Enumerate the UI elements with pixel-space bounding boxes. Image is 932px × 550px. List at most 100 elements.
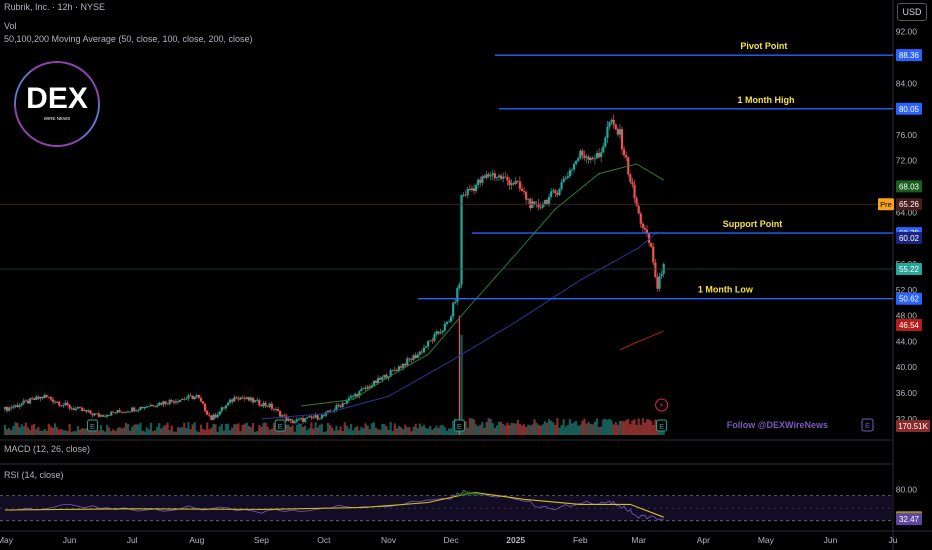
candle-body	[581, 150, 584, 156]
volume-bar	[618, 420, 622, 435]
candle-body	[474, 184, 478, 192]
price-tick-label: 52.00	[896, 285, 918, 295]
candle-body	[583, 155, 586, 158]
pre-badge	[878, 198, 894, 211]
dividend-lightning-icon[interactable]	[655, 398, 669, 412]
candle-body	[577, 158, 580, 161]
earnings-icon[interactable]	[274, 419, 286, 432]
volume-bar	[360, 426, 363, 435]
candle-body	[245, 397, 248, 399]
candle-body	[397, 366, 401, 371]
volume-bar	[404, 424, 407, 435]
volume-bar	[464, 421, 467, 435]
volume-bar	[312, 428, 315, 435]
volume-bar	[220, 423, 223, 435]
candle-body	[72, 408, 75, 411]
candle-body	[60, 405, 63, 407]
volume-bar	[527, 424, 530, 435]
candle-body	[210, 415, 213, 421]
candle-body	[116, 410, 119, 413]
volume-bar	[372, 422, 376, 435]
volume-bar	[525, 426, 528, 435]
volume-bar	[495, 425, 499, 435]
volume-bar	[564, 426, 567, 435]
candle-body	[489, 175, 492, 177]
price-tick-label: 92.00	[896, 27, 918, 37]
candle-body	[493, 173, 496, 179]
candle-body	[364, 388, 367, 389]
candle-body	[479, 179, 482, 183]
candle-body	[256, 399, 259, 401]
candle-body	[195, 394, 198, 397]
candle-body	[283, 415, 286, 417]
candle-body	[468, 188, 471, 191]
candle-body	[139, 406, 142, 411]
price-tag	[896, 263, 922, 276]
candle-body	[22, 400, 25, 404]
volume-bar	[139, 422, 142, 435]
volume-bar	[222, 430, 225, 435]
candle-body	[556, 193, 559, 195]
candle-body	[383, 374, 386, 378]
volume-bar	[260, 426, 263, 435]
candle-body	[204, 403, 207, 412]
candle-body	[224, 405, 228, 409]
earnings-icon[interactable]	[453, 419, 465, 432]
volume-bar	[256, 431, 259, 435]
price-tag	[896, 232, 922, 245]
candle-body	[285, 415, 288, 421]
rsi-tick-label: 80.00	[896, 484, 918, 494]
candle-body	[108, 415, 111, 416]
time-tick-label: Oct	[317, 535, 331, 545]
candle-body	[301, 418, 305, 422]
candle-body	[239, 397, 242, 400]
candle-body	[176, 401, 180, 403]
candle-body	[178, 399, 182, 402]
volume-bar	[581, 420, 584, 435]
volume-bar	[449, 428, 453, 435]
candle-body	[281, 415, 284, 417]
volume-bar	[241, 424, 244, 435]
candle-body	[466, 188, 469, 196]
price-tag-label: 46.54	[899, 321, 920, 330]
time-tick-label: May	[0, 535, 14, 545]
volume-bar	[10, 429, 13, 435]
currency-button[interactable]: USD	[897, 3, 927, 21]
candle-body	[572, 163, 576, 170]
volume-bar	[399, 427, 403, 435]
candle-body	[16, 405, 19, 407]
candle-body	[660, 273, 663, 277]
candle-body	[529, 198, 532, 209]
volume-bar	[477, 426, 480, 435]
volume-bar	[408, 427, 411, 435]
volume-bar	[206, 422, 209, 435]
candle-body	[560, 182, 563, 190]
volume-bar	[264, 422, 267, 435]
candle-body	[366, 386, 369, 389]
candle-body	[193, 396, 196, 400]
candle-body	[502, 176, 505, 179]
volume-bar	[49, 426, 52, 435]
volume-bar	[406, 427, 409, 435]
earnings-icon[interactable]	[656, 419, 668, 432]
symbol-title: Rubrik, Inc. · 12h · NYSE	[4, 2, 106, 12]
candle-body	[429, 340, 432, 342]
candle-body	[420, 351, 424, 353]
earnings-icon[interactable]	[87, 419, 99, 432]
candle-body	[537, 203, 540, 208]
volume-bar	[487, 418, 490, 435]
volume-bar	[237, 423, 240, 435]
volume-bar	[310, 422, 313, 435]
volume-bar	[247, 425, 250, 435]
volume-bar	[483, 427, 486, 435]
candle-body	[345, 400, 348, 404]
candle-body	[356, 394, 359, 397]
candle-body	[418, 351, 421, 355]
volume-bar	[437, 428, 440, 435]
candle-body	[464, 194, 467, 196]
volume-bar	[268, 429, 271, 435]
candle-body	[533, 201, 536, 205]
volume-bar	[293, 431, 296, 435]
